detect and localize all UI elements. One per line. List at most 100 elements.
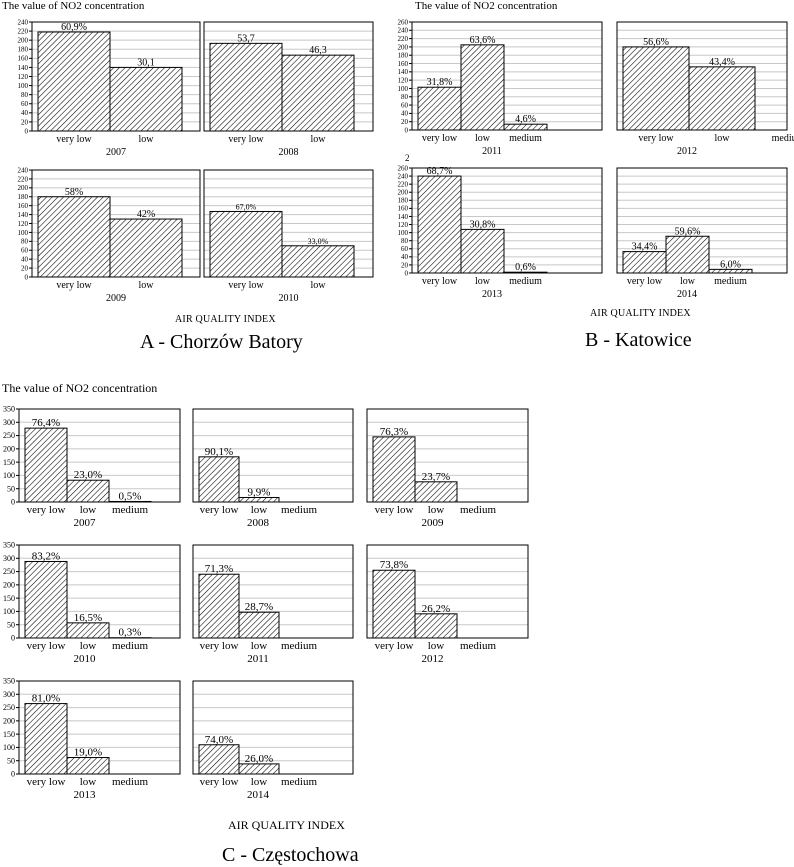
chart-c-2013-ytick-label-6: 300 [3,690,15,699]
chart-c-2011-category-label-1: low [251,640,268,652]
chart-c-2010-bar-0 [24,560,68,639]
chart-b-2014-value-label-2: 6,0% [720,259,741,270]
chart-c-2008-category-label-0: very low [200,504,239,516]
chart-c-2010-category-label-1: low [80,640,97,652]
chart-c-2012-bar-1 [414,613,458,639]
chart-a-2009-category-label-0: very low [56,280,92,291]
chart-c-2009-bar-1 [414,481,458,503]
chart-b-2011-category-label-2: medium [509,133,542,144]
chart-b-2014-category-label-1: low [680,276,696,287]
chart-b-2014-category-label-2: medium [714,276,747,287]
chart-c-2007-category-label-0: very low [27,504,66,516]
chart-a-2009-ytick-label-8: 160 [18,202,29,210]
chart-c-2008-value-label-0: 90,1% [205,446,233,458]
chart-c-2011-value-label-0: 71,3% [205,563,233,575]
chart-b-2014-frame [616,167,788,274]
chart-a-2008-frame [203,21,374,132]
chart-a-2008-value-label-0: 53,7 [237,33,255,44]
chart-a-2007-value-label-1: 30,1 [137,57,155,68]
chart-c-2010-ytick-label-0: 0 [11,634,15,643]
chart-a-2008-bar-0 [209,42,283,132]
chart-b-2013-ytick-label-10: 200 [398,189,409,197]
chart-c-2013-category-label-1: low [80,776,97,788]
chart-a-2009-ytick-label-0: 0 [25,273,29,281]
chart-b-2011-ytick-label-7: 140 [398,68,409,76]
chart-b-2013-year-label: 2013 [482,289,502,300]
chart-a-2009-year-label: 2009 [106,293,126,304]
chart-a-2010-category-label-0: very low [228,280,264,291]
chart-b-2013-frame [411,167,603,274]
panel-title-b: B - Katowice [585,329,692,351]
chart-c-2014-category-label-2: medium [281,776,317,788]
chart-a-2007-ytick-label-2: 40 [21,109,29,117]
chart-c-2010-frame [18,544,181,639]
chart-b-2014-bar-1 [665,235,710,274]
chart-a-2010-value-label-0: 67,0% [236,202,257,211]
chart-b-2011-ytick-label-6: 120 [398,76,409,84]
header-a: The value of NO2 concentration [2,0,145,12]
chart-a-2007-ytick-label-12: 240 [18,18,29,26]
chart-c-2010-ytick-label-6: 300 [3,554,15,563]
chart-a-2008-category-label-0: very low [228,134,264,145]
chart-c-2009-value-label-1: 23,7% [422,471,450,483]
chart-b-2012-category-label-1: low [715,133,731,144]
chart-b-2011-ytick-label-1: 20 [401,118,409,126]
chart-a-2007-ytick-label-6: 120 [18,73,29,81]
chart-c-2013-ytick-label-2: 100 [3,743,15,752]
chart-a-2009-bar-1 [109,218,183,278]
chart-a-2009-ytick-label-12: 240 [18,166,29,174]
chart-b-2013-value-label-1: 30,8% [470,219,496,230]
chart-c-2010-ytick-label-1: 50 [7,620,15,629]
chart-c-2011-bar-1 [238,611,280,639]
chart-c-2014-frame [192,680,354,775]
header-b: The value of NO2 concentration [415,0,558,12]
chart-a-2009-value-label-0: 58% [65,187,83,198]
chart-b-2011-ytick-label-13: 260 [398,18,409,26]
chart-c-2013-ytick-label-0: 0 [11,770,15,779]
chart-c-2007-ytick-label-5: 250 [3,431,15,440]
chart-a-2007-ytick-label-7: 140 [18,64,29,72]
chart-a-2008-value-label-1: 46,3 [309,45,327,56]
chart-b-2013-ytick-label-5: 100 [398,229,409,237]
chart-b-2013-ytick-label-2: 40 [401,253,409,261]
chart-b-2013-ytick-label-8: 160 [398,205,409,213]
chart-b-2013-ytick-label-0: 0 [405,269,409,277]
chart-c-2007-value-label-1: 23,0% [74,469,102,481]
axis-title-a: AIR QUALITY INDEX [175,314,276,325]
chart-c-2013-frame [18,680,181,775]
chart-b-2013-ytick-label-6: 120 [398,221,409,229]
chart-a-2007-ytick-label-3: 60 [21,100,29,108]
chart-b-2012-frame [616,21,788,131]
chart-a-2009-bar-0 [37,196,111,278]
chart-c-2012-category-label-0: very low [375,640,414,652]
chart-c-2013-ytick-label-1: 50 [7,756,15,765]
chart-c-2007-ytick-label-4: 200 [3,445,15,454]
chart-b-2013-ytick-label-7: 140 [398,213,409,221]
chart-b-2013-ytick-label-9: 180 [398,197,409,205]
chart-b-2011-ytick-label-10: 200 [398,43,409,51]
chart-a-2007-bar-0 [37,31,111,132]
chart-b-2013-ytick-label-4: 80 [401,237,409,245]
chart-b-2011-ytick-label-3: 60 [401,101,409,109]
chart-c-2007-bar-1 [66,479,110,503]
chart-a-2008-bar-1 [281,54,355,132]
chart-c-2011-value-label-1: 28,7% [245,601,273,613]
chart-c-2010-category-label-2: medium [112,640,148,652]
chart-c-2013-value-label-1: 19,0% [74,747,102,759]
chart-b-2013-category-label-0: very low [422,276,458,287]
chart-b-2011-ytick-label-11: 220 [398,35,409,43]
chart-a-2010-year-label: 2010 [279,293,299,304]
chart-a-2007-ytick-label-4: 80 [21,91,29,99]
chart-b-2014-bar-0 [622,251,667,274]
chart-c-2008-year-label: 2008 [247,517,270,529]
chart-c-2010-ytick-label-7: 350 [3,541,15,550]
chart-c-2007-ytick-label-3: 150 [3,458,15,467]
chart-b-2011-bar-0 [417,86,462,131]
chart-a-2010-category-label-1: low [311,280,327,291]
chart-c-2012-value-label-1: 26,2% [422,603,450,615]
chart-b-2013-value-label-2: 0,6% [515,262,536,273]
chart-a-2007-ytick-label-1: 20 [21,118,29,126]
chart-c-2008-value-label-1: 9,9% [248,486,271,498]
header-c: The value of NO2 concentration [2,381,158,395]
chart-c-2010-ytick-label-2: 100 [3,607,15,616]
